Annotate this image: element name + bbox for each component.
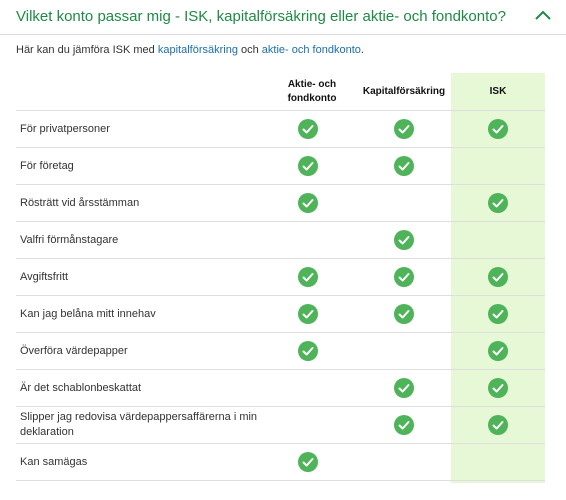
- cell-isk: [451, 111, 545, 147]
- cell-isk: [451, 333, 545, 369]
- table-row: Kan jag belåna mitt innehav: [16, 296, 545, 333]
- cell-aktie-fondkonto: [271, 444, 345, 480]
- cell-kapitalforsakring: [364, 111, 444, 147]
- cell-isk: [451, 148, 545, 184]
- cell-isk: [451, 259, 545, 295]
- accordion-header[interactable]: Vilket konto passar mig - ISK, kapitalfö…: [0, 0, 566, 35]
- cell-aktie-fondkonto: [271, 111, 345, 147]
- row-label: Kan samägas: [20, 455, 88, 468]
- check-icon: [298, 193, 318, 213]
- check-icon: [488, 415, 508, 435]
- table-row: Kan samägas: [16, 444, 545, 481]
- check-icon: [394, 267, 414, 287]
- cell-kapitalforsakring: [364, 407, 444, 443]
- row-label: Avgiftsfritt: [20, 270, 69, 283]
- table-row: För företag: [16, 148, 545, 185]
- table-row: Valfri förmånstagare: [16, 222, 545, 259]
- intro-suffix: .: [360, 44, 364, 56]
- row-label: Är det schablonbeskattat: [20, 381, 142, 394]
- check-icon: [394, 415, 414, 435]
- table-row: För privatpersoner: [16, 111, 545, 148]
- column-header-kapitalforsakring: Kapitalförsäkring: [362, 85, 446, 97]
- check-icon: [394, 230, 414, 250]
- cell-kapitalforsakring: [364, 148, 444, 184]
- check-icon: [298, 341, 318, 361]
- table-row: Slipper jag redovisa värdepappersaffärer…: [16, 407, 545, 444]
- cell-isk: [451, 370, 545, 406]
- column-header-aktie-fondkonto: Aktie- och fondkonto: [287, 78, 337, 104]
- check-icon: [488, 304, 508, 324]
- cell-isk: [451, 222, 545, 258]
- check-icon: [488, 378, 508, 398]
- row-label: För privatpersoner: [20, 122, 110, 135]
- cell-isk: [451, 407, 545, 443]
- chevron-up-icon[interactable]: [534, 8, 552, 22]
- check-icon: [394, 119, 414, 139]
- cell-aktie-fondkonto: [271, 370, 345, 406]
- check-icon: [394, 156, 414, 176]
- check-icon: [298, 267, 318, 287]
- cell-kapitalforsakring: [364, 444, 444, 480]
- row-label: Överföra värdepapper: [20, 344, 128, 357]
- table-row: Avgiftsfritt: [16, 259, 545, 296]
- cell-kapitalforsakring: [364, 185, 444, 221]
- column-header-isk: ISK: [489, 85, 507, 97]
- cell-isk: [451, 185, 545, 221]
- cell-aktie-fondkonto: [271, 148, 345, 184]
- cell-kapitalforsakring: [364, 222, 444, 258]
- table-row: Överföra värdepapper: [16, 333, 545, 370]
- row-label: Valfri förmånstagare: [20, 233, 119, 246]
- cell-isk: [451, 444, 545, 480]
- comparison-table: Aktie- och fondkonto Kapitalförsäkring I…: [16, 73, 545, 481]
- cell-aktie-fondkonto: [271, 407, 345, 443]
- check-icon: [488, 267, 508, 287]
- check-icon: [298, 119, 318, 139]
- check-icon: [298, 156, 318, 176]
- kapitalforsakring-link[interactable]: kapitalförsäkring: [157, 44, 238, 56]
- check-icon: [394, 378, 414, 398]
- intro-middle: och: [237, 44, 262, 56]
- intro-prefix: Här kan du jämföra ISK med: [16, 44, 158, 56]
- aktie-fondkonto-link[interactable]: aktie- och fondkonto: [261, 44, 361, 56]
- check-icon: [298, 304, 318, 324]
- row-label: Rösträtt vid årsstämman: [20, 196, 140, 209]
- check-icon: [394, 304, 414, 324]
- check-icon: [488, 341, 508, 361]
- check-icon: [298, 452, 318, 472]
- cell-kapitalforsakring: [364, 370, 444, 406]
- cell-kapitalforsakring: [364, 296, 444, 332]
- cell-kapitalforsakring: [364, 259, 444, 295]
- row-label: Kan jag belåna mitt innehav: [20, 307, 156, 320]
- cell-kapitalforsakring: [364, 333, 444, 369]
- accordion-title: Vilket konto passar mig - ISK, kapitalfö…: [16, 8, 506, 25]
- table-row: Är det schablonbeskattat: [16, 370, 545, 407]
- table-row: Rösträtt vid årsstämman: [16, 185, 545, 222]
- check-icon: [488, 119, 508, 139]
- check-icon: [488, 193, 508, 213]
- cell-isk: [451, 296, 545, 332]
- cell-aktie-fondkonto: [271, 259, 345, 295]
- cell-aktie-fondkonto: [271, 296, 345, 332]
- row-label: Slipper jag redovisa värdepappersaffärer…: [20, 411, 258, 438]
- cell-aktie-fondkonto: [271, 222, 345, 258]
- cell-aktie-fondkonto: [271, 333, 345, 369]
- row-label: För företag: [20, 159, 74, 172]
- intro-text: Här kan du jämföra ISK med kapitalförsäk…: [16, 44, 364, 56]
- cell-aktie-fondkonto: [271, 185, 345, 221]
- table-header-row: Aktie- och fondkonto Kapitalförsäkring I…: [16, 73, 545, 111]
